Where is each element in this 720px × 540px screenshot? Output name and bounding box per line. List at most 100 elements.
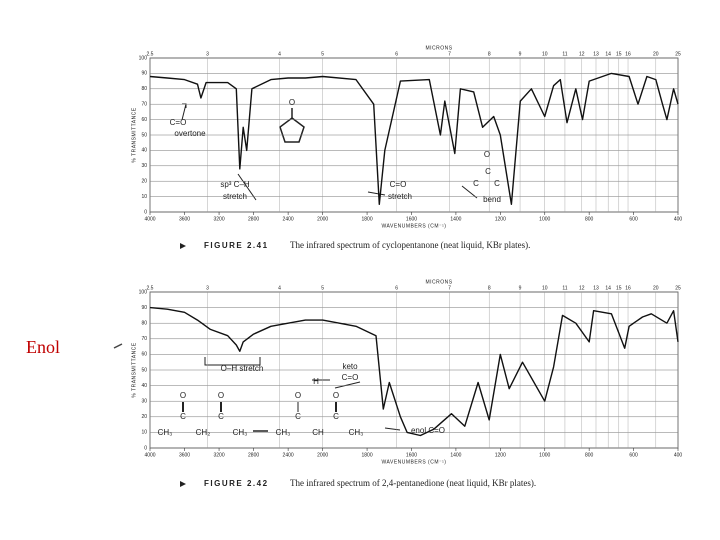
x-tick-label: 600 bbox=[629, 452, 638, 458]
x2-tick-label: 13 bbox=[593, 285, 599, 291]
x2-tick-label: 16 bbox=[625, 51, 631, 57]
x2-tick-label: 20 bbox=[653, 285, 659, 291]
x-tick-label: 1600 bbox=[406, 216, 417, 222]
x-tick-label: 1000 bbox=[539, 216, 550, 222]
y-tick-label: 50 bbox=[141, 132, 147, 138]
y-tick-label: 20 bbox=[141, 179, 147, 185]
y-tick-label: 100 bbox=[139, 55, 148, 61]
x-tick-label: 400 bbox=[674, 452, 683, 458]
y-tick-label: 20 bbox=[141, 414, 147, 420]
caption-arrow bbox=[180, 243, 186, 249]
x2-tick-label: 8 bbox=[488, 285, 491, 291]
x2-tick-label: 13 bbox=[593, 51, 599, 57]
annotation: C=O bbox=[170, 118, 187, 127]
annotation: stretch bbox=[223, 192, 247, 201]
x2-tick-label: 16 bbox=[625, 285, 631, 291]
annotation: CH₃ bbox=[158, 428, 173, 437]
x2-tick-label: 11 bbox=[562, 285, 567, 291]
arrow bbox=[461, 185, 478, 199]
annotation: C bbox=[218, 412, 224, 421]
x2-tick-label: 2.5 bbox=[147, 285, 154, 291]
annotation: C bbox=[494, 179, 500, 188]
spectrum-line bbox=[149, 306, 679, 437]
annotation: H bbox=[313, 377, 319, 386]
y-tick-label: 30 bbox=[141, 163, 147, 169]
x-tick-label: 800 bbox=[585, 216, 594, 222]
annotation: O–H stretch bbox=[221, 364, 264, 373]
x2-tick-label: 9 bbox=[519, 285, 522, 291]
x2-tick-label: 2.5 bbox=[147, 51, 154, 57]
x2-tick-label: 3 bbox=[206, 51, 209, 57]
x2-tick-label: 12 bbox=[579, 51, 585, 57]
x2-tick-label: 15 bbox=[616, 285, 622, 291]
y-tick-label: 0 bbox=[144, 209, 147, 215]
x2-tick-label: 7 bbox=[448, 51, 451, 57]
annotation: enol C=O bbox=[411, 426, 445, 435]
x-tick-label: 2800 bbox=[248, 452, 259, 458]
x2-tick-label: 4 bbox=[278, 51, 281, 57]
side-pointer bbox=[113, 343, 123, 349]
annotation: O bbox=[295, 391, 301, 400]
annotation: C bbox=[295, 412, 301, 421]
spectrum-line bbox=[149, 72, 679, 205]
annotation: CH₃ bbox=[233, 428, 248, 437]
arrow bbox=[237, 173, 257, 201]
x2-tick-label: 25 bbox=[675, 285, 681, 291]
x-tick-label: 3200 bbox=[213, 216, 224, 222]
x2-tick-label: 14 bbox=[605, 51, 611, 57]
annotation: sp³ C–H bbox=[220, 180, 250, 189]
x2-tick-label: 6 bbox=[395, 51, 398, 57]
x-tick-label: 1600 bbox=[406, 452, 417, 458]
annotation: overtone bbox=[174, 129, 206, 138]
annotation: stretch bbox=[388, 192, 412, 201]
x-tick-label: 2800 bbox=[248, 216, 259, 222]
annotation: C bbox=[473, 179, 479, 188]
annotation: C bbox=[180, 412, 186, 421]
y-axis-title: % TRANSMITTANCE bbox=[131, 107, 137, 163]
annotation: CH₃ bbox=[349, 428, 364, 437]
x2-tick-label: 7 bbox=[448, 285, 451, 291]
x-tick-label: 1400 bbox=[450, 216, 461, 222]
x-tick-label: 2400 bbox=[283, 216, 294, 222]
x2-axis-title: MICRONS bbox=[425, 45, 452, 51]
x-axis-title: WAVENUMBERS (CM⁻¹) bbox=[382, 223, 447, 229]
y-tick-label: 80 bbox=[141, 321, 147, 327]
arrow bbox=[384, 427, 401, 431]
x-tick-label: 4000 bbox=[144, 452, 155, 458]
caption-label: FIGURE 2.41 bbox=[204, 241, 269, 250]
annotation: CH₂ bbox=[196, 428, 211, 437]
x2-tick-label: 20 bbox=[653, 51, 659, 57]
arrow bbox=[367, 191, 386, 196]
y-tick-label: 70 bbox=[141, 102, 147, 108]
y-tick-label: 30 bbox=[141, 399, 147, 405]
x-tick-label: 800 bbox=[585, 452, 594, 458]
annotation: C=O bbox=[390, 180, 407, 189]
x-tick-label: 600 bbox=[629, 216, 638, 222]
y-tick-label: 10 bbox=[141, 194, 147, 200]
y-tick-label: 60 bbox=[141, 352, 147, 358]
x2-tick-label: 12 bbox=[579, 285, 585, 291]
annotation: C=O bbox=[342, 373, 359, 382]
x-tick-label: 2400 bbox=[283, 452, 294, 458]
annotation: O bbox=[484, 150, 490, 159]
y-tick-label: 0 bbox=[144, 445, 147, 451]
x2-tick-label: 5 bbox=[321, 285, 324, 291]
annotation: O bbox=[180, 391, 186, 400]
x2-tick-label: 25 bbox=[675, 51, 681, 57]
x-tick-label: 1400 bbox=[450, 452, 461, 458]
annotation: keto bbox=[342, 362, 358, 371]
x-tick-label: 3600 bbox=[179, 452, 190, 458]
x-axis-title: WAVENUMBERS (CM⁻¹) bbox=[382, 459, 447, 465]
x-tick-label: 1800 bbox=[362, 216, 373, 222]
x-tick-label: 1800 bbox=[362, 452, 373, 458]
y-tick-label: 100 bbox=[139, 289, 148, 295]
x-tick-label: 3200 bbox=[213, 452, 224, 458]
x2-tick-label: 10 bbox=[542, 285, 548, 291]
y-tick-label: 80 bbox=[141, 86, 147, 92]
annotation: O bbox=[289, 98, 295, 107]
x2-tick-label: 11 bbox=[562, 51, 567, 57]
ring-structure bbox=[279, 117, 305, 143]
annotation: O bbox=[218, 391, 224, 400]
